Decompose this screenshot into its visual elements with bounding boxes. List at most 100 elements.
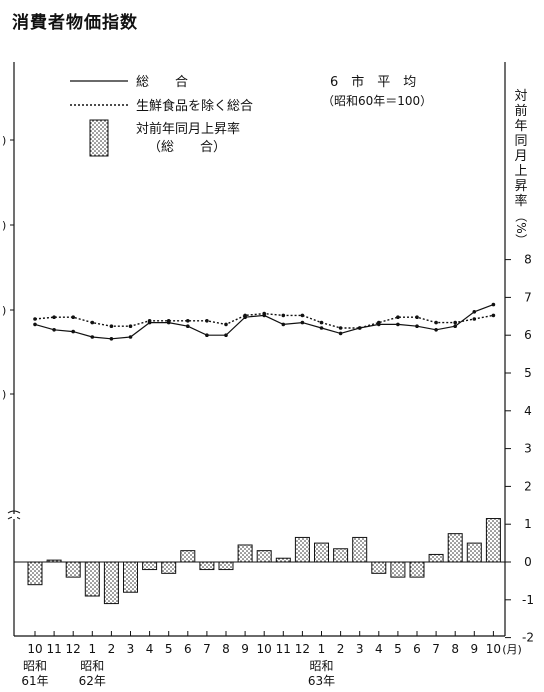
rate-bar xyxy=(294,536,310,563)
line-series xyxy=(33,302,496,341)
point-excl-fresh xyxy=(52,315,56,320)
left-axis-ticks xyxy=(10,139,14,395)
point-total xyxy=(472,310,477,314)
point-excl-fresh xyxy=(33,317,37,321)
x-tick-label: 4 xyxy=(146,642,154,656)
year-label-year: 63年 xyxy=(308,674,335,688)
point-excl-fresh xyxy=(186,319,190,323)
x-tick-label: 12 xyxy=(295,642,310,656)
point-total xyxy=(71,329,75,334)
svg-text:): ) xyxy=(2,304,6,317)
rate-bar xyxy=(27,561,43,586)
svg-text:): ) xyxy=(2,219,6,232)
point-total xyxy=(281,322,286,327)
year-label-era: 昭和 xyxy=(309,659,333,673)
x-tick-label: 2 xyxy=(108,642,116,656)
bar-series xyxy=(27,518,501,605)
point-total xyxy=(33,322,37,327)
right-tick-label: 7 xyxy=(524,290,532,304)
right-axis-label-char: 月 xyxy=(514,149,527,164)
point-excl-fresh xyxy=(300,313,305,318)
point-excl-fresh xyxy=(71,315,75,320)
right-axis-label-char: 上 xyxy=(514,164,527,179)
point-excl-fresh xyxy=(281,313,286,318)
point-total xyxy=(396,322,400,327)
x-tick-label: 9 xyxy=(470,642,478,656)
right-axis-label-char: 昇 xyxy=(514,179,527,194)
x-tick-label: 10 xyxy=(257,642,272,656)
rate-bar xyxy=(314,542,329,563)
point-excl-fresh xyxy=(147,319,152,323)
point-total xyxy=(300,320,305,325)
rate-bar xyxy=(333,548,349,563)
point-excl-fresh xyxy=(128,324,133,329)
note-line-1: 6 市 平 均 xyxy=(330,74,416,90)
point-excl-fresh xyxy=(415,315,419,320)
legend-label-bar-2: （総 合） xyxy=(148,140,226,155)
right-tick-label: 1 xyxy=(524,517,532,531)
point-excl-fresh xyxy=(166,319,171,323)
point-excl-fresh xyxy=(338,326,343,330)
point-total xyxy=(128,335,133,339)
x-tick-label: 9 xyxy=(241,642,249,656)
x-tick-label: 11 xyxy=(46,642,61,656)
right-tick-label: 0 xyxy=(524,555,532,569)
point-excl-fresh xyxy=(434,320,438,325)
rate-bar xyxy=(218,561,234,571)
point-total xyxy=(52,328,56,332)
page-title: 消費者物価指数 xyxy=(12,13,138,33)
svg-text:): ) xyxy=(2,388,6,401)
legend-label-excl-fresh: 生鮮食品を除く総合 xyxy=(136,98,253,114)
legend: 総 合 生鮮食品を除く総合 対前年同月上昇率 （総 合） xyxy=(70,75,253,157)
year-label-year: 62年 xyxy=(79,674,106,688)
right-tick-label: 8 xyxy=(524,253,532,267)
year-label-era: 昭和 xyxy=(80,659,104,673)
right-axis-label-char: 率 xyxy=(514,193,527,209)
point-excl-fresh xyxy=(453,320,458,325)
rate-bar xyxy=(161,561,177,574)
rate-bar xyxy=(199,561,215,571)
point-excl-fresh xyxy=(357,326,362,330)
rate-bar xyxy=(390,561,406,578)
point-excl-fresh xyxy=(491,313,496,318)
point-excl-fresh xyxy=(243,313,247,318)
rate-bar xyxy=(123,561,138,593)
year-label-era: 昭和 xyxy=(23,659,47,673)
x-tick-label: 7 xyxy=(203,642,211,656)
right-tick-label: -2 xyxy=(522,631,534,645)
right-tick-label: 5 xyxy=(524,366,532,380)
right-axis-label: 対前年同月上昇率（%） xyxy=(514,89,528,246)
x-unit-label: (月) xyxy=(502,643,522,656)
x-tick-label: 5 xyxy=(165,642,173,656)
right-axis-label-char: 年 xyxy=(514,119,527,134)
rate-bar xyxy=(65,561,81,578)
rate-bar xyxy=(103,561,119,605)
point-excl-fresh xyxy=(319,320,324,325)
point-total xyxy=(319,326,324,330)
rate-bar xyxy=(275,557,291,563)
right-tick-label: 3 xyxy=(524,442,532,456)
point-total xyxy=(205,333,209,338)
right-tick-label: 4 xyxy=(524,404,532,418)
rate-bar xyxy=(237,544,253,563)
x-tick-label: 2 xyxy=(337,642,345,656)
rate-bar xyxy=(84,561,100,597)
point-total xyxy=(90,335,95,339)
point-total xyxy=(453,324,458,329)
rate-bar xyxy=(466,542,482,563)
rate-bar xyxy=(409,561,425,578)
x-tick-label: 10 xyxy=(486,642,501,656)
line-total xyxy=(34,304,494,340)
right-axis-ticks: 8 7 6 5 4 3 2 1 0 -1 -2 xyxy=(505,253,534,645)
point-excl-fresh xyxy=(90,320,95,325)
point-excl-fresh xyxy=(377,320,381,325)
x-tick-label: 4 xyxy=(375,642,383,656)
x-tick-label: 1 xyxy=(88,642,96,656)
svg-text:): ) xyxy=(2,134,6,147)
rate-bar xyxy=(46,559,62,563)
point-excl-fresh xyxy=(205,319,209,323)
rate-bar xyxy=(428,553,444,563)
x-tick-label: 6 xyxy=(413,642,421,656)
point-excl-fresh xyxy=(472,317,477,321)
